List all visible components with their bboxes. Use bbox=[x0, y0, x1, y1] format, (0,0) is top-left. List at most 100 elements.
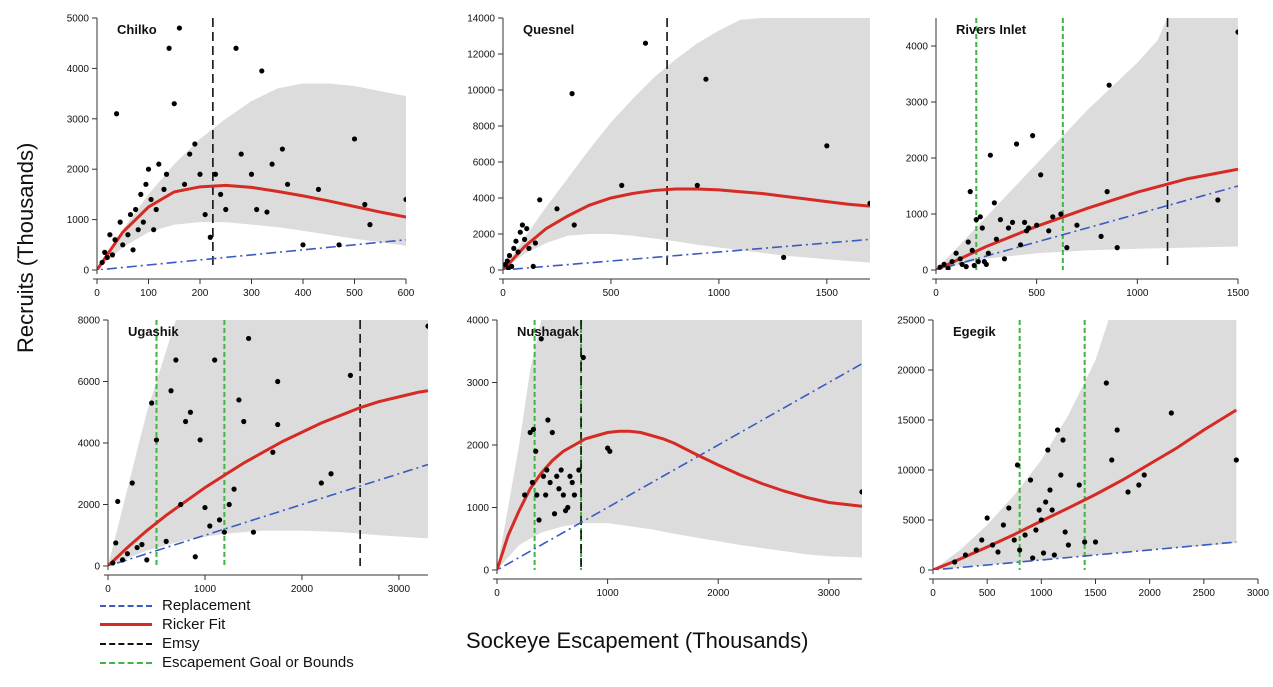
data-point bbox=[163, 538, 169, 545]
y-axis-title: Recruits (Thousands) bbox=[13, 142, 38, 353]
data-point bbox=[275, 421, 281, 428]
data-point bbox=[1043, 499, 1049, 505]
data-point bbox=[576, 467, 582, 473]
data-point bbox=[187, 151, 193, 157]
y-tick-label: 10000 bbox=[467, 86, 495, 97]
ricker-fit-line bbox=[108, 389, 428, 566]
data-point bbox=[202, 211, 208, 218]
y-tick-label: 2000 bbox=[473, 230, 496, 241]
data-point bbox=[1009, 219, 1016, 225]
data-point bbox=[1033, 527, 1039, 533]
x-tick-label: 0 bbox=[494, 588, 500, 599]
y-axis-title-wrap: Recruits (Thousands) bbox=[0, 0, 40, 687]
data-point bbox=[536, 517, 542, 523]
data-point bbox=[226, 501, 232, 508]
legend-item-replacement: Replacement bbox=[100, 596, 354, 615]
data-point bbox=[104, 254, 110, 260]
y-tick-label: 4000 bbox=[467, 316, 490, 327]
data-point bbox=[153, 437, 160, 443]
x-tick-label: 0 bbox=[500, 288, 506, 299]
data-point bbox=[275, 378, 281, 385]
panel-quesnel: 0 2000 4000 6000 8000 10000 12000 14000 0 500 1000… bbox=[467, 14, 870, 299]
data-point bbox=[216, 517, 223, 523]
replacement-line bbox=[497, 363, 862, 570]
data-point bbox=[1034, 222, 1040, 228]
y-tick-label: 10000 bbox=[897, 466, 925, 477]
data-point bbox=[223, 206, 229, 213]
plot-area bbox=[97, 18, 406, 270]
data-point bbox=[973, 217, 979, 223]
data-point bbox=[534, 492, 540, 498]
data-point bbox=[156, 161, 162, 167]
x-tick-label: 1500 bbox=[1227, 288, 1250, 299]
panel-nushagak: 0 1000 2000 3000 4000 0 1000 2000 3000 Nushagak bbox=[467, 316, 862, 599]
data-point bbox=[140, 219, 146, 225]
data-point bbox=[513, 238, 519, 244]
x-tick-label: 3000 bbox=[388, 584, 411, 595]
data-point bbox=[130, 247, 136, 253]
data-point bbox=[941, 261, 947, 267]
y-tick-label: 0 bbox=[94, 562, 100, 573]
data-point bbox=[161, 186, 167, 192]
confidence-band bbox=[936, 18, 1238, 270]
data-point bbox=[554, 473, 560, 479]
data-point bbox=[859, 489, 862, 495]
data-point bbox=[975, 259, 981, 265]
data-point bbox=[1233, 457, 1239, 463]
data-point bbox=[264, 209, 270, 215]
data-point bbox=[544, 467, 550, 473]
y-tick-label: 1000 bbox=[467, 503, 490, 514]
y-tick-label: 6000 bbox=[473, 158, 496, 169]
data-point bbox=[403, 196, 406, 203]
x-tick-label: 500 bbox=[1028, 288, 1045, 299]
legend-line-emsy bbox=[100, 642, 152, 645]
y-tick-label: 4000 bbox=[906, 42, 929, 53]
data-point bbox=[694, 182, 700, 188]
data-point bbox=[526, 245, 532, 251]
legend-label-goal: Escapement Goal or Bounds bbox=[162, 654, 354, 671]
x-tick-label: 2500 bbox=[1193, 588, 1216, 599]
data-point bbox=[113, 540, 119, 546]
data-point bbox=[1215, 197, 1221, 203]
x-tick-label: 2000 bbox=[1139, 588, 1162, 599]
data-point bbox=[971, 262, 977, 269]
data-point bbox=[367, 222, 373, 228]
data-point bbox=[580, 354, 586, 361]
data-point bbox=[533, 448, 539, 454]
panel-egegik: 0 5000 10000 15000 20000 25000 0 500 1000 1500 200… bbox=[897, 316, 1269, 600]
data-point bbox=[1022, 532, 1028, 538]
data-point bbox=[110, 560, 116, 566]
data-point bbox=[556, 486, 562, 492]
replacement-line bbox=[108, 463, 428, 566]
data-point bbox=[176, 25, 182, 31]
panel-title: Nushagak bbox=[517, 324, 580, 339]
data-point bbox=[1092, 539, 1099, 545]
data-point bbox=[509, 263, 515, 269]
data-point bbox=[192, 141, 198, 147]
data-point bbox=[1017, 547, 1023, 553]
data-point bbox=[1000, 522, 1007, 528]
y-tick-label: 25000 bbox=[897, 316, 925, 327]
x-tick-label: 3000 bbox=[818, 588, 841, 599]
y-tick-label: 0 bbox=[922, 266, 928, 277]
confidence-band bbox=[503, 18, 870, 270]
data-point bbox=[522, 492, 528, 498]
data-point bbox=[1040, 550, 1047, 556]
x-tick-label: 1000 bbox=[596, 588, 619, 599]
data-point bbox=[246, 335, 252, 342]
panel-title: Rivers Inlet bbox=[956, 22, 1027, 37]
x-tick-label: 0 bbox=[94, 288, 100, 299]
data-point bbox=[987, 152, 993, 158]
ricker-fit-line bbox=[503, 187, 870, 270]
data-point bbox=[1030, 133, 1036, 139]
data-point bbox=[125, 232, 131, 238]
data-point bbox=[425, 323, 428, 329]
data-point bbox=[315, 186, 322, 192]
x-tick-label: 0 bbox=[933, 288, 939, 299]
data-point bbox=[967, 189, 973, 195]
data-point bbox=[202, 504, 208, 511]
x-tick-label: 400 bbox=[295, 288, 312, 299]
data-point bbox=[963, 264, 969, 270]
data-point bbox=[143, 181, 149, 187]
data-point bbox=[1001, 256, 1008, 262]
